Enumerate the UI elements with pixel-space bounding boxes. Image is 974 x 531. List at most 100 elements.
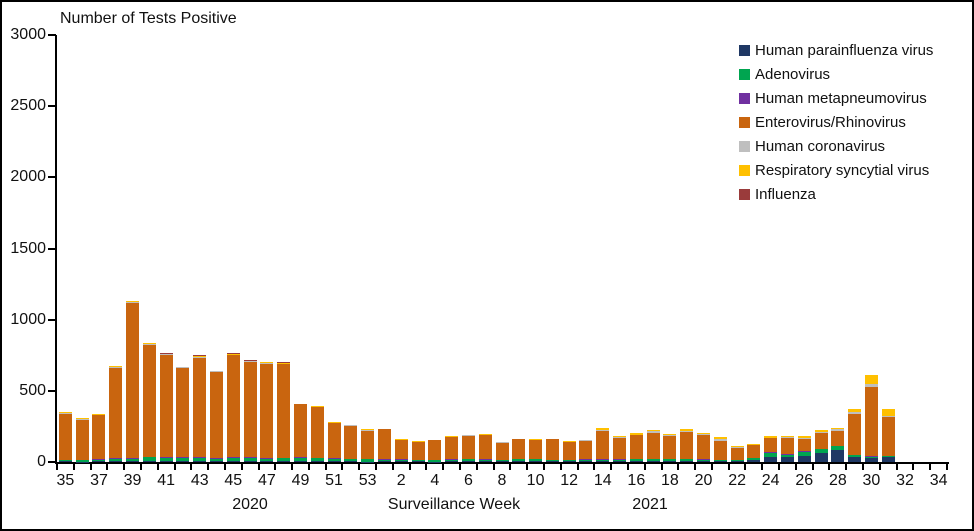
bar-segment xyxy=(75,419,89,461)
x-tick-label: 18 xyxy=(661,472,679,489)
bar-segment xyxy=(293,404,307,458)
bar-segment xyxy=(243,360,257,361)
bar-segment xyxy=(697,435,710,460)
x-tick-label: 26 xyxy=(795,472,814,489)
bar-segment xyxy=(831,446,845,450)
bar-week-2021-14 xyxy=(596,427,610,462)
bar-segment xyxy=(310,406,324,408)
x-tick-mark xyxy=(559,464,562,470)
bar-week-2021-10 xyxy=(529,439,543,462)
bar-segment xyxy=(629,459,643,462)
bar-segment xyxy=(142,342,156,345)
bar-segment xyxy=(562,460,576,462)
bar-segment xyxy=(176,367,190,368)
bar-segment xyxy=(730,447,744,461)
bar-week-2021-24 xyxy=(764,435,778,462)
bar-week-2021-26 xyxy=(797,435,811,462)
bar-week-2021-11 xyxy=(545,438,559,462)
bar-week-2020-38 xyxy=(109,365,123,462)
bar-segment xyxy=(126,458,140,462)
bar-segment xyxy=(663,436,677,460)
bar-segment xyxy=(260,461,274,462)
bar-segment xyxy=(327,422,341,424)
x-tick-mark xyxy=(912,464,915,470)
bar-segment xyxy=(629,461,643,462)
bar-segment xyxy=(277,461,291,462)
x-tick-label: 47 xyxy=(257,472,276,489)
x-tick-label: 16 xyxy=(627,472,646,489)
x-tick-mark xyxy=(307,464,310,470)
x-tick-label: 22 xyxy=(728,472,746,489)
x-tick-mark xyxy=(341,464,344,470)
bar-week-2021-20 xyxy=(697,432,710,462)
bar-segment xyxy=(176,367,190,458)
bar-week-2021-31 xyxy=(881,409,895,462)
bar-segment xyxy=(579,440,593,441)
legend-label: Human metapneumovirus xyxy=(755,89,927,107)
bar-segment xyxy=(327,423,341,459)
legend-swatch-icon xyxy=(739,92,750,104)
legend-label: Respiratory syncytial virus xyxy=(755,161,930,179)
bar-segment xyxy=(293,457,307,458)
bar-segment xyxy=(75,460,89,462)
bar-segment xyxy=(864,458,878,462)
bar-segment xyxy=(780,437,794,455)
bar-segment xyxy=(613,461,627,462)
bar-segment xyxy=(109,367,123,459)
bar-segment xyxy=(126,301,140,303)
bar-segment xyxy=(277,362,291,364)
bar-week-2020-45 xyxy=(226,353,240,462)
bar-segment xyxy=(445,459,459,462)
bar-segment xyxy=(764,452,778,457)
x-tick-mark xyxy=(223,464,226,470)
x-tick-label: 51 xyxy=(325,472,343,489)
bar-segment xyxy=(92,459,106,462)
x-tick-mark xyxy=(72,464,75,470)
bar-segment xyxy=(58,414,72,460)
bar-segment xyxy=(848,455,862,458)
x-tick-mark xyxy=(526,464,529,470)
x-tick-mark xyxy=(139,464,142,470)
bar-segment xyxy=(663,434,677,436)
bar-segment xyxy=(277,364,291,458)
x-tick-mark xyxy=(694,464,697,470)
y-tick-label: 2500 xyxy=(10,97,46,115)
legend-label: Enterovirus/Rhinovirus xyxy=(755,113,906,131)
bar-segment xyxy=(159,354,173,356)
x-tick-mark xyxy=(878,464,881,470)
x-tick-mark xyxy=(173,464,176,470)
bar-week-2020-41 xyxy=(159,353,173,462)
bar-segment xyxy=(226,354,240,355)
bar-segment xyxy=(361,430,375,460)
bar-week-2021-21 xyxy=(713,437,727,462)
x-tick-label: 39 xyxy=(123,472,142,489)
bar-week-2020-42 xyxy=(176,366,190,462)
bar-segment xyxy=(260,362,274,364)
bar-segment xyxy=(58,412,72,413)
bar-segment xyxy=(277,457,291,459)
bar-segment xyxy=(411,461,425,462)
bar-segment xyxy=(428,459,442,462)
x-tick-label: 35 xyxy=(56,472,75,489)
bar-segment xyxy=(613,435,627,437)
x-tick-mark xyxy=(845,464,848,470)
x-tick-mark xyxy=(106,464,109,470)
bar-segment xyxy=(881,409,895,416)
x-tick-mark xyxy=(828,464,831,470)
bar-segment xyxy=(58,412,72,415)
bar-segment xyxy=(579,440,593,460)
bar-segment xyxy=(495,461,509,462)
bar-week-2020-36 xyxy=(75,417,89,462)
bar-segment xyxy=(529,461,543,462)
bar-segment xyxy=(243,361,257,362)
bar-segment xyxy=(747,459,761,462)
bar-segment xyxy=(864,456,878,459)
x-tick-mark xyxy=(442,464,445,470)
bar-segment xyxy=(613,436,627,438)
legend-swatch-icon xyxy=(739,116,750,128)
bar-segment xyxy=(512,460,526,462)
bar-segment xyxy=(310,457,324,459)
bar-week-2021-4 xyxy=(428,439,442,462)
bar-segment xyxy=(226,461,240,462)
bar-segment xyxy=(75,417,89,419)
